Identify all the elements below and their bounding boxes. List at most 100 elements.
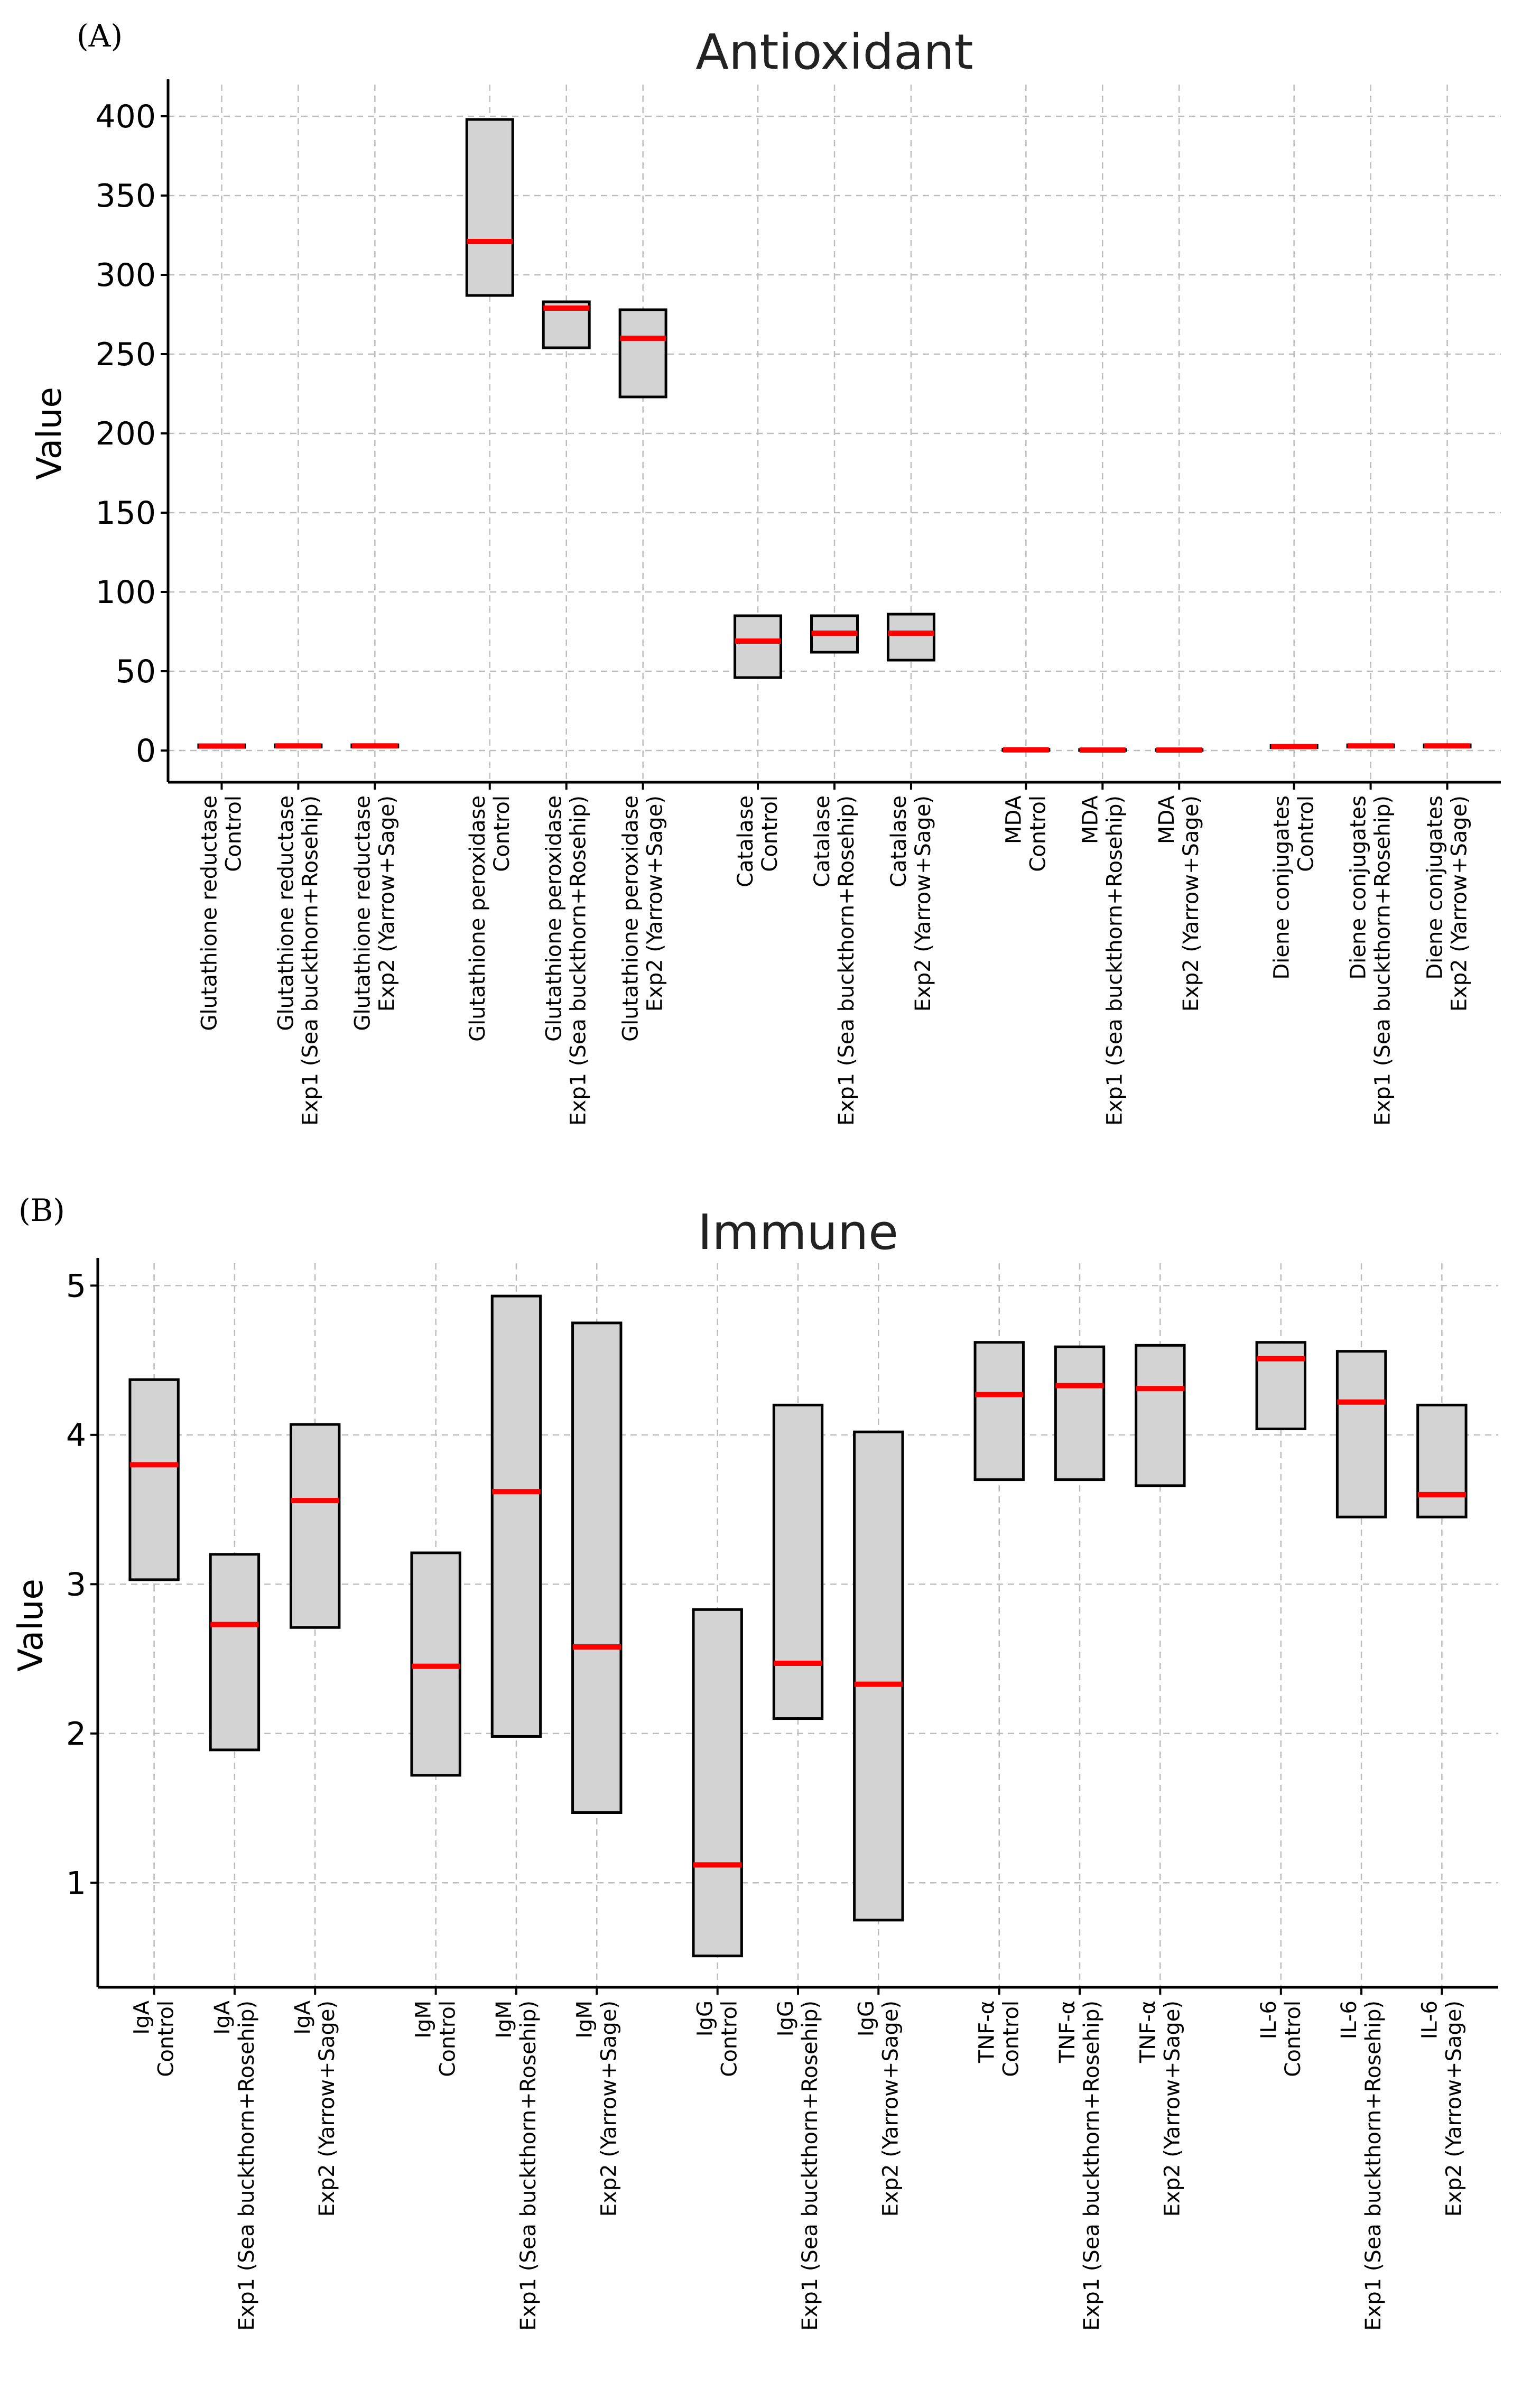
x-tick-label-line2: Control xyxy=(1281,2001,1305,2077)
x-tick-label-line1: IL-6 xyxy=(1257,2001,1281,2039)
x-tick-label-line1: MDA xyxy=(1155,795,1179,844)
x-tick-label-line1: IgA xyxy=(130,2000,154,2034)
box-3 xyxy=(290,1423,341,1629)
x-tick-label-line2: Exp1 (Sea buckthorn+Rosehip) xyxy=(1371,795,1395,1126)
x-tick-label-line2: Exp1 (Sea buckthorn+Rosehip) xyxy=(834,795,859,1126)
x-tick-label-line1: IgM xyxy=(572,2001,597,2039)
y-axis-label: Value xyxy=(12,1579,51,1672)
x-tick-label-line2: Exp2 (Yarrow+Sage) xyxy=(1442,2001,1466,2217)
x-tick-label-line1: Diene conjugates xyxy=(1423,795,1447,980)
x-tick-label-1: IgA Control xyxy=(130,2000,179,2077)
x-tick-label-8: Catalase Exp1 (Sea buckthorn+Rosehip) xyxy=(810,795,859,1126)
x-tick-label-6: IgM Exp2 (Yarrow+Sage) xyxy=(572,2001,621,2217)
x-tick-label-line2: Exp1 (Sea buckthorn+Rosehip) xyxy=(1080,2001,1104,2331)
panel-letter: (A) xyxy=(77,18,123,54)
box-8 xyxy=(772,1403,824,1720)
x-tick-label-line1: MDA xyxy=(1001,795,1026,844)
x-tick-label-line2: Exp2 (Yarrow+Sage) xyxy=(1160,2001,1184,2217)
y-tick-label: 200 xyxy=(95,415,156,452)
x-tick-label-line2: Exp2 (Yarrow+Sage) xyxy=(878,2001,903,2217)
x-tick-label-line1: TNF-α xyxy=(1055,2001,1080,2063)
x-tick-label-line2: Control xyxy=(490,795,514,872)
x-tick-label-4: Glutathione peroxidase Control xyxy=(466,795,514,1042)
x-tick-label-line2: Control xyxy=(1026,795,1050,872)
x-tick-label-line1: TNF-α xyxy=(975,2001,999,2063)
x-tick-label-line2: Exp2 (Yarrow+Sage) xyxy=(911,795,935,1012)
y-tick-label: 150 xyxy=(95,495,156,532)
x-tick-label-13: IL-6 Control xyxy=(1257,2001,1305,2077)
x-tick-label-1: Glutathione reductase Control xyxy=(197,795,246,1031)
x-tick-label-line1: Catalase xyxy=(810,795,834,887)
x-tick-label-line1: TNF-α xyxy=(1136,2001,1160,2063)
x-tick-label-line1: Glutathione reductase xyxy=(350,795,375,1031)
x-tick-label-9: Catalase Exp2 (Yarrow+Sage) xyxy=(887,795,935,1012)
x-tick-label-line2: Exp1 (Sea buckthorn+Rosehip) xyxy=(298,795,322,1126)
x-tick-label-line2: Exp1 (Sea buckthorn+Rosehip) xyxy=(235,2001,259,2331)
x-tick-label-line1: Glutathione peroxidase xyxy=(542,795,567,1042)
x-tick-label-line2: Exp1 (Sea buckthorn+Rosehip) xyxy=(1102,795,1127,1126)
x-tick-label-line2: Control xyxy=(758,795,782,872)
x-tick-label-line2: Control xyxy=(1294,795,1319,872)
box-11 xyxy=(1054,1345,1106,1481)
x-tick-label-13: Diene conjugates Control xyxy=(1270,795,1319,980)
x-tick-label-line1: Catalase xyxy=(887,795,911,887)
x-tick-label-15: Diene conjugates Exp2 (Yarrow+Sage) xyxy=(1423,795,1472,1012)
x-tick-label-line2: Exp1 (Sea buckthorn+Rosehip) xyxy=(1361,2001,1386,2331)
x-tick-label-line2: Control xyxy=(436,2001,460,2077)
chart-title: Antioxidant xyxy=(695,24,973,80)
y-tick-label: 300 xyxy=(95,257,156,294)
box-1 xyxy=(128,1378,180,1581)
y-tick-label: 5 xyxy=(66,1267,86,1304)
x-tick-label-line1: IgG xyxy=(854,2001,878,2036)
box-5 xyxy=(490,1294,542,1738)
panel-letter: (B) xyxy=(18,1192,65,1228)
x-tick-label-8: IgG Exp1 (Sea buckthorn+Rosehip) xyxy=(774,2001,822,2331)
x-tick-label-10: TNF-α Control xyxy=(975,2001,1024,2077)
box-7 xyxy=(734,614,783,679)
box-10 xyxy=(973,1341,1025,1481)
y-tick-label: 3 xyxy=(66,1566,86,1603)
box-7 xyxy=(692,1608,743,1958)
x-tick-label-11: TNF-α Exp1 (Sea buckthorn+Rosehip) xyxy=(1055,2001,1104,2331)
x-tick-label-12: MDA Exp2 (Yarrow+Sage) xyxy=(1155,795,1203,1012)
x-tick-label-7: Catalase Control xyxy=(734,795,782,887)
y-axis-label: Value xyxy=(30,387,69,480)
x-tick-label-line1: IgG xyxy=(693,2001,718,2036)
y-tick-label: 0 xyxy=(136,733,156,770)
x-tick-label-line2: Exp1 (Sea buckthorn+Rosehip) xyxy=(567,795,591,1126)
x-tick-label-2: IgA Exp1 (Sea buckthorn+Rosehip) xyxy=(210,2000,259,2330)
y-tick-label: 2 xyxy=(66,1716,86,1753)
x-tick-label-line2: Control xyxy=(154,2001,179,2077)
x-tick-label-line1: IgG xyxy=(774,2001,798,2036)
x-tick-label-line1: IL-6 xyxy=(1337,2001,1361,2039)
x-tick-label-line1: Glutathione peroxidase xyxy=(619,795,643,1042)
x-tick-label-line2: Control xyxy=(999,2001,1024,2077)
box-14 xyxy=(1335,1350,1387,1518)
x-tick-label-line1: IgA xyxy=(210,2000,235,2034)
box-13 xyxy=(1255,1341,1306,1431)
x-tick-label-12: TNF-α Exp2 (Yarrow+Sage) xyxy=(1136,2001,1184,2217)
y-tick-label: 350 xyxy=(95,178,156,215)
x-tick-label-5: IgM Exp1 (Sea buckthorn+Rosehip) xyxy=(492,2001,541,2331)
chart-title: Immune xyxy=(698,1204,898,1261)
x-tick-label-line1: IL-6 xyxy=(1417,2001,1442,2039)
x-tick-label-7: IgG Control xyxy=(693,2001,742,2077)
x-tick-label-10: MDA Control xyxy=(1001,795,1050,872)
x-tick-label-line2: Exp2 (Yarrow+Sage) xyxy=(643,795,667,1012)
y-tick-label: 50 xyxy=(116,653,156,690)
y-tick-label: 1 xyxy=(66,1865,86,1902)
x-tick-label-line1: IgM xyxy=(492,2001,516,2039)
x-tick-label-5: Glutathione peroxidase Exp1 (Sea buckthor… xyxy=(542,795,591,1126)
x-tick-label-3: Glutathione reductase Exp2 (Yarrow+Sage) xyxy=(350,795,399,1031)
x-tick-label-line1: Diene conjugates xyxy=(1270,795,1294,980)
x-tick-label-line2: Exp1 (Sea buckthorn+Rosehip) xyxy=(798,2001,822,2331)
x-tick-label-line1: Glutathione peroxidase xyxy=(466,795,490,1042)
y-tick-label: 400 xyxy=(95,98,156,135)
box-15 xyxy=(1416,1403,1468,1518)
x-tick-label-line1: Glutathione reductase xyxy=(197,795,221,1031)
x-tick-label-line1: IgA xyxy=(291,2000,315,2034)
box-6 xyxy=(571,1321,623,1814)
x-tick-label-line2: Exp2 (Yarrow+Sage) xyxy=(375,795,399,1012)
x-tick-label-4: IgM Control xyxy=(412,2001,460,2077)
